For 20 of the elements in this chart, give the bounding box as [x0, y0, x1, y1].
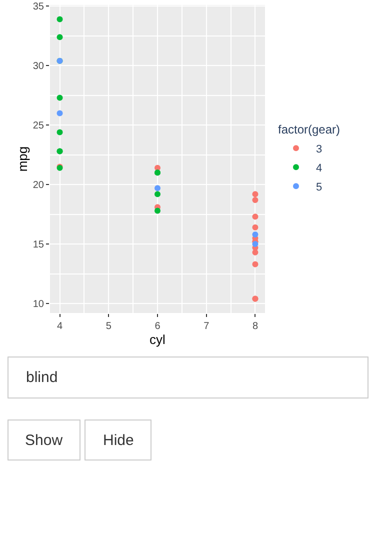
x-tick-label: 8 [252, 321, 258, 332]
x-tick-label: 5 [106, 321, 112, 332]
x-axis-title: cyl [150, 332, 166, 347]
y-tick-label: 25 [32, 120, 44, 132]
legend-label: 5 [316, 181, 322, 194]
y-axis-title: mpg [14, 146, 30, 172]
legend-label: 4 [316, 162, 322, 174]
x-tick-label: 6 [154, 321, 161, 332]
y-tick-label: 10 [32, 298, 44, 310]
legend-label: 3 [316, 143, 322, 156]
legend-title: factor(gear) [278, 122, 340, 137]
y-tick-label: 30 [32, 61, 44, 72]
y-tick-label: 15 [32, 240, 44, 251]
x-tick-label: 7 [204, 321, 210, 332]
y-tick-label: 35 [32, 2, 44, 13]
text: Show [25, 432, 63, 449]
text: blind [26, 369, 58, 386]
y-tick-label: 20 [32, 180, 44, 192]
text: Hide [103, 432, 134, 449]
x-tick-label: 4 [56, 321, 63, 332]
